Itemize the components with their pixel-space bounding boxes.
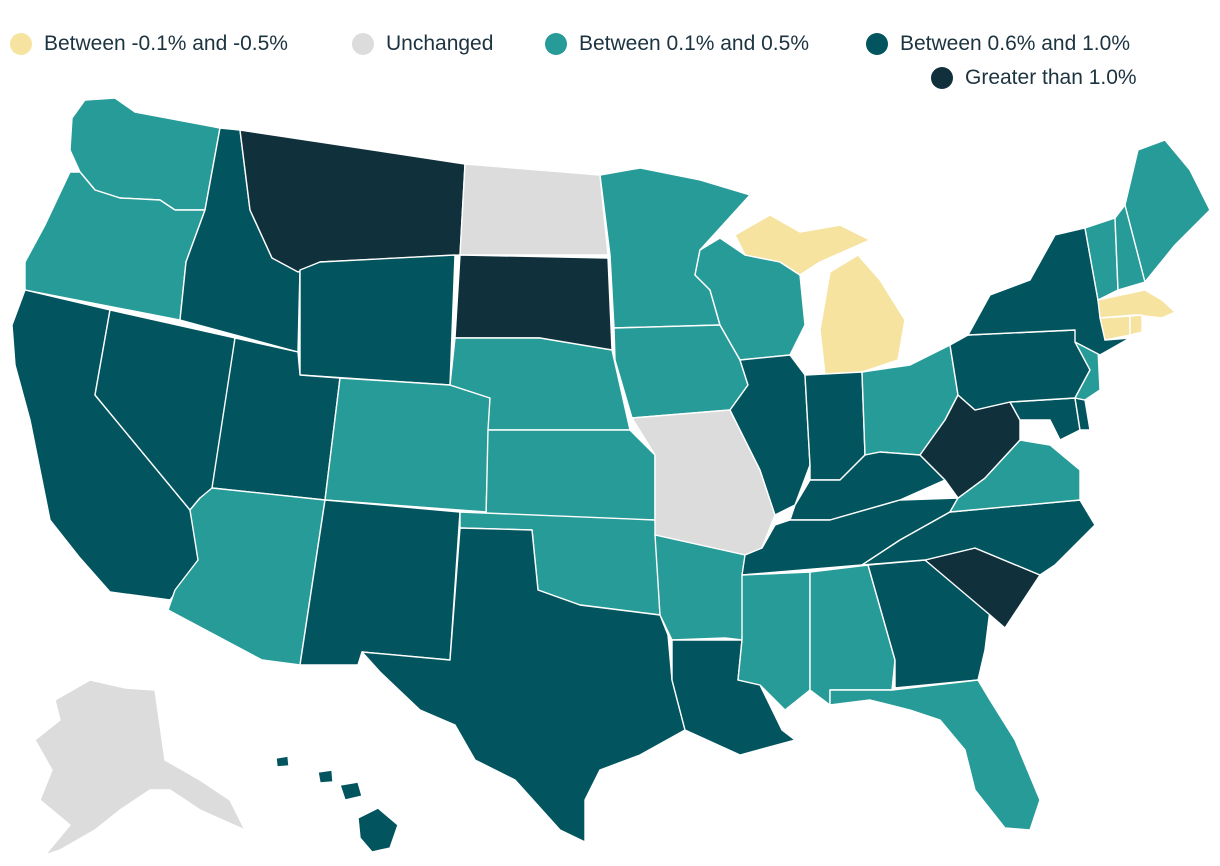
state-north-dakota[interactable] xyxy=(459,163,609,256)
state-hawaii-kauai[interactable] xyxy=(275,755,290,768)
state-hawaii-big-island[interactable] xyxy=(357,807,399,853)
legend-item-mid: Between 0.6% and 1.0% xyxy=(866,32,1130,56)
state-arizona[interactable] xyxy=(167,487,326,666)
legend-swatch-decline xyxy=(10,33,32,55)
state-alaska[interactable] xyxy=(34,679,246,856)
state-michigan[interactable] xyxy=(819,254,906,376)
state-rhode-island[interactable] xyxy=(1129,314,1143,336)
state-montana[interactable] xyxy=(239,129,466,273)
state-new-mexico[interactable] xyxy=(299,499,461,666)
state-hawaii-maui[interactable] xyxy=(339,781,363,801)
legend-label-decline: Between -0.1% and -0.5% xyxy=(44,32,288,55)
state-maine[interactable] xyxy=(1124,139,1211,283)
legend-swatch-low xyxy=(545,33,567,55)
legend-item-unchanged: Unchanged xyxy=(352,32,493,56)
state-florida[interactable] xyxy=(829,679,1041,831)
state-hawaii-oahu[interactable] xyxy=(317,769,334,784)
state-kansas[interactable] xyxy=(485,429,656,521)
state-wisconsin[interactable] xyxy=(694,237,806,361)
legend-label-high: Greater than 1.0% xyxy=(965,66,1137,89)
legend-swatch-high xyxy=(931,67,953,89)
state-south-dakota[interactable] xyxy=(454,254,613,351)
state-wyoming[interactable] xyxy=(299,254,456,386)
state-connecticut[interactable] xyxy=(1099,315,1131,341)
legend-label-low: Between 0.1% and 0.5% xyxy=(579,32,809,55)
state-illinois[interactable] xyxy=(729,354,811,516)
map-legend: Between -0.1% and -0.5% Unchanged Betwee… xyxy=(0,0,1220,100)
legend-item-high: Greater than 1.0% xyxy=(931,66,1137,90)
legend-swatch-mid xyxy=(866,33,888,55)
legend-item-decline: Between -0.1% and -0.5% xyxy=(10,32,288,56)
legend-label-unchanged: Unchanged xyxy=(386,32,494,55)
legend-item-low: Between 0.1% and 0.5% xyxy=(545,32,809,56)
state-pennsylvania[interactable] xyxy=(949,329,1091,411)
legend-swatch-unchanged xyxy=(352,33,374,55)
state-michigan-upper-peninsula[interactable] xyxy=(734,214,871,276)
state-texas[interactable] xyxy=(361,527,686,843)
state-colorado[interactable] xyxy=(324,377,491,513)
legend-label-mid: Between 0.6% and 1.0% xyxy=(900,32,1130,55)
